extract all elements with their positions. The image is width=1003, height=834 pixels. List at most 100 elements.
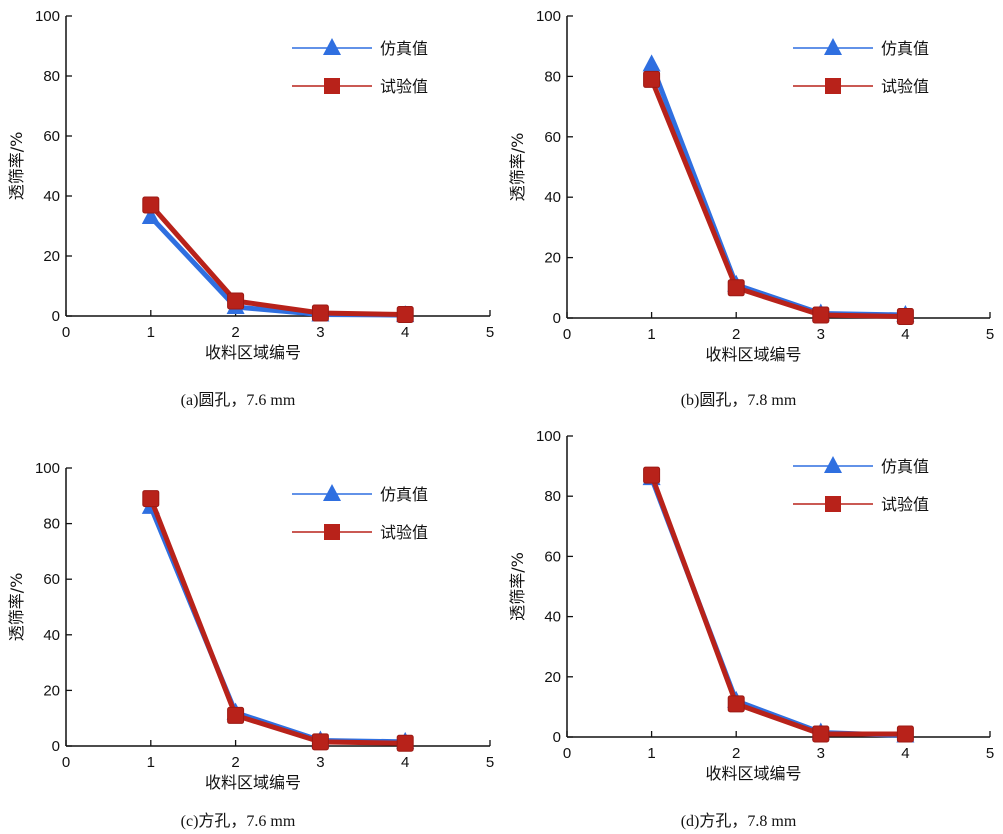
subplot-caption: (b)圆孔，7.8 mm [681, 391, 797, 409]
y-tick-label: 80 [43, 68, 60, 85]
y-tick-label: 20 [544, 669, 561, 686]
y-tick-label: 0 [52, 738, 60, 755]
x-tick-label: 0 [563, 745, 571, 762]
y-tick-label: 20 [43, 248, 60, 265]
data-point-experiment [227, 706, 245, 724]
data-point-experiment [812, 306, 830, 324]
data-point-experiment [142, 490, 160, 508]
y-tick-label: 0 [52, 308, 60, 325]
x-tick-label: 1 [147, 324, 155, 341]
data-point-experiment [643, 466, 661, 484]
data-point-experiment [227, 292, 245, 310]
y-tick-label: 40 [544, 189, 561, 206]
series-line-simulation [148, 505, 406, 745]
series-line-simulation [148, 215, 406, 318]
x-tick-label: 4 [401, 754, 409, 771]
x-tick-label: 2 [732, 745, 740, 762]
legend-triangle-icon [323, 484, 341, 501]
x-tick-label: 2 [732, 326, 740, 343]
data-point-simulation [141, 207, 160, 224]
y-tick-label: 100 [536, 8, 561, 25]
y-tick-label: 60 [544, 129, 561, 146]
legend-label: 仿真值 [380, 485, 428, 504]
x-axis-label: 收料区域编号 [705, 764, 801, 783]
y-tick-label: 100 [536, 428, 561, 445]
x-tick-label: 3 [817, 745, 825, 762]
data-point-experiment [643, 70, 661, 88]
y-tick-label: 100 [35, 8, 60, 25]
legend-label: 试验值 [881, 77, 929, 96]
series-line-experiment [649, 474, 906, 737]
legend-square-icon [324, 524, 340, 540]
x-axis-label: 收料区域编号 [705, 345, 801, 364]
x-tick-label: 4 [401, 324, 409, 341]
legend-square-icon [825, 496, 841, 512]
y-tick-label: 100 [35, 460, 60, 477]
y-tick-label: 40 [43, 188, 60, 205]
y-axis-label: 透筛率/% [508, 552, 527, 621]
y-tick-label: 60 [43, 128, 60, 145]
x-axis-label: 收料区域编号 [205, 343, 301, 362]
x-tick-label: 5 [486, 324, 494, 341]
legend-label: 仿真值 [881, 39, 929, 58]
series-line-experiment [649, 78, 906, 319]
y-tick-label: 80 [544, 68, 561, 85]
subplot-caption: (a)圆孔，7.6 mm [181, 391, 296, 409]
data-point-experiment [311, 733, 329, 751]
y-tick-label: 20 [43, 682, 60, 699]
x-tick-label: 0 [62, 754, 70, 771]
series-line-experiment [148, 203, 406, 317]
subplot-c: 0 20 40 60 80 100 0 1 2 3 4 5 收料区域编号 透筛率/% (c)方孔，7.6 m… [7, 460, 494, 830]
legend-square-icon [324, 78, 340, 94]
legend-triangle-icon [824, 38, 842, 55]
data-point-experiment [142, 196, 160, 214]
y-axis-label: 透筛率/% [7, 132, 26, 201]
y-tick-label: 60 [43, 571, 60, 588]
y-tick-label: 40 [43, 627, 60, 644]
x-tick-label: 3 [817, 326, 825, 343]
data-point-experiment [896, 307, 914, 325]
series-line-experiment [148, 497, 406, 746]
data-point-experiment [727, 279, 745, 297]
x-tick-label: 0 [62, 324, 70, 341]
legend-label: 试验值 [380, 77, 428, 96]
y-axis-label: 透筛率/% [7, 573, 26, 642]
legend-label: 仿真值 [881, 457, 929, 476]
x-tick-label: 1 [647, 745, 655, 762]
x-tick-label: 5 [986, 326, 994, 343]
x-tick-label: 5 [486, 754, 494, 771]
legend-triangle-icon [323, 38, 341, 55]
series-line-simulation [649, 63, 906, 318]
y-tick-label: 20 [544, 250, 561, 267]
legend-label: 试验值 [380, 523, 428, 542]
x-tick-label: 1 [147, 754, 155, 771]
data-point-experiment [396, 734, 414, 752]
data-point-experiment [396, 306, 414, 323]
x-axis-label: 收料区域编号 [205, 773, 301, 792]
subplot-a: 0 20 40 60 80 100 0 1 2 3 4 5 收料区域编号 透筛率/% (a)圆孔，7.6 m… [7, 8, 494, 409]
data-point-experiment [896, 725, 914, 743]
y-tick-label: 0 [553, 729, 561, 746]
x-tick-label: 4 [901, 326, 909, 343]
legend-triangle-icon [824, 456, 842, 473]
series-line-simulation [649, 477, 906, 738]
x-tick-label: 2 [231, 324, 239, 341]
legend-label: 仿真值 [380, 39, 428, 58]
data-point-experiment [727, 695, 745, 713]
y-tick-label: 80 [544, 488, 561, 505]
subplot-caption: (c)方孔，7.6 mm [181, 812, 296, 830]
subplot-b: 0 20 40 60 80 100 0 1 2 3 4 5 收料区域编号 透筛率/% (b)圆孔，7.8 m… [508, 8, 994, 409]
data-point-simulation [642, 54, 661, 72]
x-tick-label: 0 [563, 326, 571, 343]
subplot-d: 0 20 40 60 80 100 0 1 2 3 4 5 收料区域编号 透筛率/% (d)方孔，7.8 m… [508, 428, 994, 830]
x-tick-label: 5 [986, 745, 994, 762]
y-tick-label: 0 [553, 310, 561, 327]
y-tick-label: 80 [43, 516, 60, 533]
y-tick-label: 40 [544, 609, 561, 626]
data-point-experiment [812, 725, 830, 743]
x-tick-label: 1 [647, 326, 655, 343]
x-tick-label: 4 [901, 745, 909, 762]
x-tick-label: 2 [231, 754, 239, 771]
data-point-experiment [311, 304, 329, 322]
